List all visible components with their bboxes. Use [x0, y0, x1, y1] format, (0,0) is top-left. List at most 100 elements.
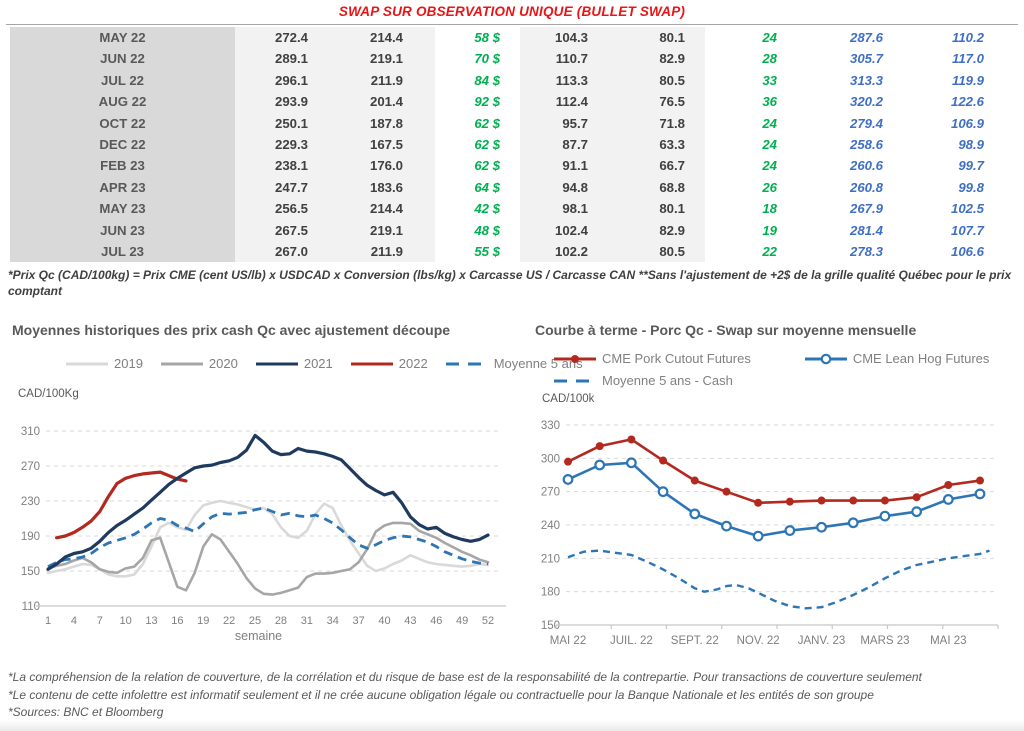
table-cell-value: 98.1: [520, 198, 610, 220]
table-cell-month: JUL 22: [10, 69, 235, 92]
legend-label: 2021: [303, 356, 333, 371]
bottom-gradient-strip: [0, 720, 1024, 731]
table-cell-value: 167.5: [330, 133, 435, 156]
table-cell-value: 113.3: [520, 69, 610, 92]
table-cell-value: 102.5: [950, 201, 984, 217]
table-cell-month: MAY 23: [10, 198, 235, 220]
left-chart-x-axis-label: semaine: [234, 629, 283, 643]
footnote-line: *Sources: BNC et Bloomberg: [8, 705, 164, 719]
legend-swatch-icon: [66, 362, 108, 365]
table-cell-value: 99.8: [958, 179, 984, 195]
legend-swatch-icon: [554, 379, 596, 382]
table-cell-value: 112.4: [520, 91, 610, 113]
table-cell-value: 293.9: [235, 91, 330, 113]
svg-text:NOV. 22: NOV. 22: [737, 635, 780, 647]
table-cell-value: 272.4: [235, 27, 330, 49]
table-cell-value: 62 $: [474, 115, 500, 131]
table-cell-month: JUN 23: [10, 219, 235, 241]
table-cell-value: 58 $: [474, 30, 500, 45]
table-cell-value: 68.8: [610, 176, 705, 199]
legend-label: 2020: [208, 356, 238, 371]
table-cell-value: 110.2: [951, 30, 984, 45]
table-cell-value: 106.6: [950, 243, 984, 259]
table-cell-value: 267.5: [235, 219, 330, 241]
svg-text:270: 270: [541, 487, 560, 499]
svg-text:110: 110: [22, 601, 40, 613]
legend-label: 2019: [114, 356, 143, 371]
table-cell-value: 279.4: [849, 115, 883, 131]
table-cell-value: 24: [762, 115, 777, 131]
svg-text:270: 270: [21, 461, 40, 473]
table-cell-value: 287.6: [849, 30, 883, 45]
table-cell-value: 250.1: [235, 112, 330, 134]
right-chart-legend-row2: Moyenne 5 ans - Cash: [552, 373, 733, 388]
table-cell-value: 183.6: [330, 176, 435, 199]
svg-text:MARS 23: MARS 23: [860, 635, 909, 647]
footnotes: *La compréhension de la relation de couv…: [8, 669, 1020, 722]
svg-text:37: 37: [352, 615, 364, 627]
forward-curve-chart: 150 180 210 240 270 300 330 MAI 22 JUIL. 22 SEPT.…: [541, 420, 999, 647]
legend-swatch-icon: [554, 354, 596, 363]
legend-item-2020: 2020: [159, 356, 238, 371]
legend-item-cme-pork-cutout-futures: CME Pork Cutout Futures: [552, 351, 751, 366]
table-cell-value: 80.1: [610, 198, 705, 220]
table-cell-value: 64 $: [474, 179, 500, 195]
svg-text:330: 330: [541, 420, 560, 432]
legend-item-moyenne-5-ans-cash: Moyenne 5 ans - Cash: [552, 373, 733, 388]
historical-cash-price-chart: 110 150 190 230 270 310 1 4 7 10 13 16 19 22 25 28 31 34 3…: [21, 426, 506, 627]
table-cell-value: 187.8: [330, 112, 435, 134]
table-cell-month: FEB 23: [10, 155, 235, 177]
table-cell-value: 238.1: [235, 155, 330, 177]
table-cell-month: MAY 22: [10, 27, 235, 49]
legend-swatch-icon: [255, 362, 298, 365]
table-cell-value: 42 $: [474, 201, 500, 217]
table-cell-value: 211.9: [330, 240, 435, 263]
svg-text:310: 310: [21, 426, 40, 438]
legend-label: Moyenne 5 ans - Cash: [602, 373, 733, 388]
svg-text:230: 230: [21, 496, 40, 508]
title-divider: [6, 24, 1018, 25]
table-cell-value: 24: [762, 136, 777, 152]
left-chart-title: Moyennes historiques des prix cash Qc av…: [12, 322, 451, 338]
svg-text:JANV. 23: JANV. 23: [798, 635, 846, 647]
svg-text:13: 13: [145, 615, 157, 627]
svg-text:150: 150: [21, 566, 40, 578]
table-cell-value: 80.5: [610, 240, 705, 263]
table-cell-value: 278.3: [849, 243, 883, 259]
svg-text:22: 22: [223, 615, 235, 627]
table-cell-value: 33: [762, 72, 777, 88]
table-cell-value: 229.3: [235, 133, 330, 156]
legend-label: CME Lean Hog Futures: [852, 351, 990, 366]
legend-label: CME Pork Cutout Futures: [602, 351, 751, 366]
svg-text:MAI 23: MAI 23: [930, 635, 966, 647]
table-cell-value: 267.0: [235, 240, 330, 263]
table-cell-value: 281.4: [849, 222, 883, 238]
table-cell-value: 22: [762, 243, 777, 259]
table-cell-value: 66.7: [610, 155, 705, 177]
legend-swatch-icon: [445, 362, 488, 365]
svg-text:34: 34: [327, 615, 339, 627]
legend-item-2019: 2019: [64, 356, 143, 371]
svg-text:7: 7: [97, 615, 103, 627]
table-cell-month: DEC 22: [10, 133, 235, 156]
table-cell-value: 313.3: [849, 72, 883, 88]
table-cell-value: 247.7: [235, 176, 330, 199]
svg-text:40: 40: [378, 615, 390, 627]
series-2020: [46, 521, 490, 596]
table-cell-value: 260.8: [849, 179, 883, 195]
table-cell-value: 211.9: [330, 69, 435, 92]
table-cell-value: 48 $: [474, 222, 500, 238]
table-cell-value: 62 $: [474, 158, 500, 174]
table-cell-month: AUG 22: [10, 91, 235, 113]
table-cell-month: JUL 23: [10, 240, 235, 263]
table-cell-value: 102.4: [520, 219, 610, 241]
svg-text:240: 240: [541, 520, 560, 532]
right-chart-legend-row1: CME Pork Cutout Futures CME Lean Hog Futu…: [552, 351, 989, 366]
svg-text:150: 150: [541, 620, 560, 632]
right-chart-y-axis-label: CAD/100k: [542, 393, 595, 405]
table-cell-value: 80.5: [610, 69, 705, 92]
table-cell-value: 71.8: [610, 112, 705, 134]
legend-swatch-icon: [804, 353, 847, 364]
svg-text:28: 28: [275, 615, 287, 627]
table-cell-value: 82.9: [610, 219, 705, 241]
